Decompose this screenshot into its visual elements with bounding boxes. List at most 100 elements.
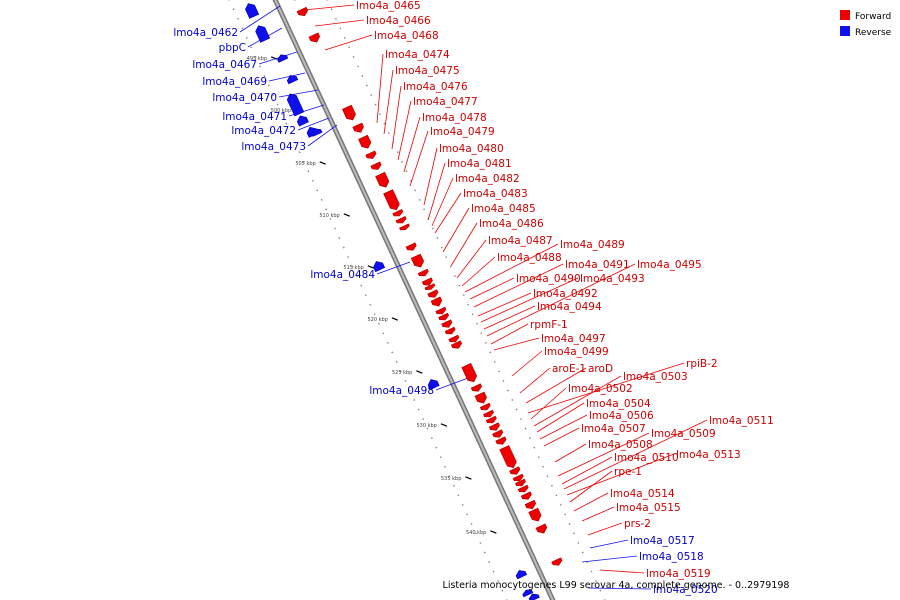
gene-label-lmo4a-0475[interactable]: lmo4a_0475 bbox=[395, 65, 460, 77]
gene-label-arod[interactable]: aroD bbox=[588, 363, 613, 375]
gene-label-lmo4a-0492[interactable]: lmo4a_0492 bbox=[533, 288, 598, 300]
gene-lmo4a-0498[interactable] bbox=[427, 379, 440, 391]
gene-label-lmo4a-0483[interactable]: lmo4a_0483 bbox=[463, 188, 528, 200]
gene-lmo4a-0478[interactable] bbox=[370, 161, 382, 170]
gene-lmo4a-0520[interactable] bbox=[528, 593, 540, 600]
gene-lmo4a-0499[interactable] bbox=[461, 362, 478, 383]
gene-rpe-1[interactable] bbox=[520, 491, 532, 500]
gene-lmo4a-0481[interactable] bbox=[392, 209, 404, 217]
gene-lmo4a-0514[interactable] bbox=[524, 499, 537, 510]
gene-label-lmo4a-0472[interactable]: lmo4a_0472 bbox=[231, 125, 296, 137]
gene-lmo4a-0487[interactable] bbox=[417, 268, 429, 277]
gene-lmo4a-0502[interactable] bbox=[483, 409, 494, 418]
gene-label-lmo4a-0467[interactable]: lmo4a_0467 bbox=[192, 59, 257, 71]
gene-lmo4a-0491[interactable] bbox=[430, 296, 443, 307]
gene-lmo4a-0503[interactable] bbox=[485, 415, 497, 424]
gene-label-lmo4a-0503[interactable]: lmo4a_0503 bbox=[623, 371, 688, 383]
gene-lmo4a-0515[interactable] bbox=[528, 507, 542, 522]
gene-lmo4a-0477[interactable] bbox=[365, 150, 377, 159]
gene-lmo4a-0495[interactable] bbox=[444, 326, 456, 335]
gene-label-lmo4a-0514[interactable]: lmo4a_0514 bbox=[610, 488, 675, 500]
gene-label-lmo4a-0495[interactable]: lmo4a_0495 bbox=[637, 259, 702, 271]
gene-label-lmo4a-0518[interactable]: lmo4a_0518 bbox=[639, 551, 704, 563]
gene-lmo4a-0466[interactable] bbox=[296, 6, 309, 17]
gene-label-lmo4a-0509[interactable]: lmo4a_0509 bbox=[651, 428, 716, 440]
gene-pbpc[interactable] bbox=[255, 25, 271, 43]
gene-lmo4a-0518[interactable] bbox=[522, 589, 534, 598]
gene-label-lmo4a-0519[interactable]: lmo4a_0519 bbox=[646, 568, 711, 580]
gene-label-lmo4a-0517[interactable]: lmo4a_0517 bbox=[630, 535, 695, 547]
gene-label-lmo4a-0497[interactable]: lmo4a_0497 bbox=[541, 333, 606, 345]
gene-label-lmo4a-0487[interactable]: lmo4a_0487 bbox=[488, 235, 553, 247]
gene-lmo4a-0509[interactable] bbox=[509, 466, 521, 475]
gene-lmo4a-0492[interactable] bbox=[435, 306, 447, 315]
gene-label-lmo4a-0465[interactable]: lmo4a_0465 bbox=[356, 0, 421, 12]
gene-label-lmo4a-0488[interactable]: lmo4a_0488 bbox=[497, 252, 562, 264]
gene-lmo4a-0517[interactable] bbox=[515, 570, 528, 580]
gene-lmo4a-0494[interactable] bbox=[441, 319, 453, 328]
gene-lmo4a-0471[interactable] bbox=[296, 115, 309, 127]
gene-lmo4a-0490[interactable] bbox=[427, 289, 439, 298]
gene-label-lmo4a-0473[interactable]: lmo4a_0473 bbox=[241, 141, 306, 153]
gene-label-lmo4a-0491[interactable]: lmo4a_0491 bbox=[565, 259, 630, 271]
gene-lmo4a-0476[interactable] bbox=[358, 134, 372, 149]
gene-lmo4a-0479[interactable] bbox=[375, 171, 390, 188]
gene-label-lmo4a-0515[interactable]: lmo4a_0515 bbox=[616, 502, 681, 514]
gene-lmo4a-0510[interactable] bbox=[512, 473, 524, 482]
gene-label-lmo4a-0508[interactable]: lmo4a_0508 bbox=[588, 439, 653, 451]
gene-label-lmo4a-0511[interactable]: lmo4a_0511 bbox=[709, 415, 774, 427]
gene-label-lmo4a-0490[interactable]: lmo4a_0490 bbox=[516, 273, 581, 285]
gene-label-lmo4a-0474[interactable]: lmo4a_0474 bbox=[385, 49, 450, 61]
gene-lmo4a-0508[interactable] bbox=[499, 445, 517, 468]
gene-label-rpe-1[interactable]: rpe-1 bbox=[614, 466, 642, 478]
gene-label-lmo4a-0485[interactable]: lmo4a_0485 bbox=[471, 203, 536, 215]
gene-lmo4a-0462[interactable] bbox=[245, 3, 260, 19]
gene-lmo4a-0507[interactable] bbox=[495, 436, 507, 445]
gene-label-lmo4a-0510[interactable]: lmo4a_0510 bbox=[614, 452, 679, 464]
gene-lmo4a-0480[interactable] bbox=[383, 189, 400, 211]
gene-label-lmo4a-0470[interactable]: lmo4a_0470 bbox=[212, 92, 277, 104]
gene-label-lmo4a-0482[interactable]: lmo4a_0482 bbox=[455, 173, 520, 185]
gene-lmo4a-0473[interactable] bbox=[311, 128, 323, 137]
gene-lmo4a-0484[interactable] bbox=[373, 261, 386, 273]
gene-lmo4a-0504[interactable] bbox=[488, 422, 500, 431]
gene-rpib-2[interactable] bbox=[479, 402, 491, 411]
gene-lmo4a-0486[interactable] bbox=[410, 253, 425, 268]
gene-lmo4a-0470[interactable] bbox=[286, 93, 305, 117]
gene-label-prs-2[interactable]: prs-2 bbox=[624, 518, 651, 530]
gene-lmo4a-0475[interactable] bbox=[352, 122, 364, 133]
gene-lmo4a-0488[interactable] bbox=[421, 277, 433, 286]
gene-lmo4a-0493[interactable] bbox=[438, 312, 450, 321]
gene-label-lmo4a-0502[interactable]: lmo4a_0502 bbox=[568, 383, 633, 395]
gene-lmo4a-0482[interactable] bbox=[395, 215, 407, 224]
gene-label-lmo4a-0498[interactable]: lmo4a_0498 bbox=[369, 385, 434, 397]
gene-aroe-1[interactable] bbox=[470, 383, 482, 392]
gene-lmo4a-0467[interactable] bbox=[277, 54, 289, 63]
gene-label-lmo4a-0520[interactable]: lmo4a_0520 bbox=[653, 584, 718, 596]
gene-label-rpib-2[interactable]: rpiB-2 bbox=[686, 358, 718, 370]
gene-lmo4a-0469[interactable] bbox=[286, 75, 299, 85]
gene-lmo4a-0497[interactable] bbox=[450, 340, 463, 349]
gene-lmo4a-0519[interactable] bbox=[551, 557, 563, 566]
gene-label-lmo4a-0469[interactable]: lmo4a_0469 bbox=[202, 76, 267, 88]
gene-lmo4a-0468[interactable] bbox=[308, 32, 321, 43]
gene-label-lmo4a-0489[interactable]: lmo4a_0489 bbox=[560, 239, 625, 251]
gene-label-lmo4a-0476[interactable]: lmo4a_0476 bbox=[403, 81, 468, 93]
gene-label-lmo4a-0479[interactable]: lmo4a_0479 bbox=[430, 126, 495, 138]
gene-label-rpmf-1[interactable]: rpmF-1 bbox=[530, 319, 568, 331]
gene-label-lmo4a-0468[interactable]: lmo4a_0468 bbox=[374, 30, 439, 42]
gene-label-lmo4a-0462[interactable]: lmo4a_0462 bbox=[173, 27, 238, 39]
gene-label-lmo4a-0471[interactable]: lmo4a_0471 bbox=[222, 111, 287, 123]
gene-label-aroe-1[interactable]: aroE-1 bbox=[552, 363, 586, 375]
gene-label-lmo4a-0486[interactable]: lmo4a_0486 bbox=[479, 218, 544, 230]
gene-label-lmo4a-0480[interactable]: lmo4a_0480 bbox=[439, 143, 504, 155]
gene-lmo4a-0474[interactable] bbox=[342, 104, 356, 121]
gene-label-lmo4a-0494[interactable]: lmo4a_0494 bbox=[537, 301, 602, 313]
gene-lmo4a-0506[interactable] bbox=[492, 429, 504, 438]
gene-label-lmo4a-0481[interactable]: lmo4a_0481 bbox=[447, 158, 512, 170]
gene-arod[interactable] bbox=[474, 391, 487, 404]
gene-lmo4a-0511[interactable] bbox=[515, 478, 526, 487]
gene-label-lmo4a-0484[interactable]: lmo4a_0484 bbox=[310, 269, 375, 281]
gene-lmo4a-0489[interactable] bbox=[424, 283, 436, 291]
gene-label-lmo4a-0506[interactable]: lmo4a_0506 bbox=[589, 410, 654, 422]
